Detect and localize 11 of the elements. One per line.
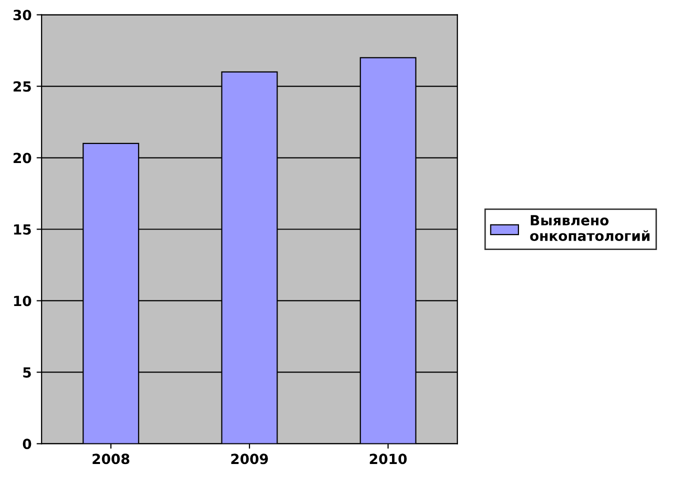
y-tick-label: 15 bbox=[14, 224, 31, 235]
x-tick-label: 2008 bbox=[92, 454, 130, 464]
y-tick-label: 25 bbox=[14, 81, 31, 92]
x-tick-label: 2010 bbox=[370, 454, 407, 464]
y-tick-label: 5 bbox=[23, 367, 31, 378]
y-tick-label: 20 bbox=[14, 152, 32, 164]
y-tick-label: 30 bbox=[13, 10, 32, 20]
legend-label: Выявлено онкопатологий bbox=[530, 215, 650, 242]
x-tick-label: 2009 bbox=[231, 454, 268, 464]
y-tick-label: 0 bbox=[22, 438, 32, 450]
y-tick-label: 10 bbox=[14, 296, 32, 306]
